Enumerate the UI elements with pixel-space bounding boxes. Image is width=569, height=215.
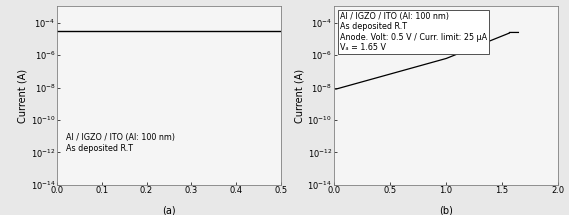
Text: Al / IGZO / ITO (Al: 100 nm)
As deposited R.T: Al / IGZO / ITO (Al: 100 nm) As deposite… xyxy=(66,133,175,153)
Text: (a): (a) xyxy=(162,206,176,215)
Y-axis label: Current (A): Current (A) xyxy=(18,69,28,123)
Text: (b): (b) xyxy=(439,206,452,215)
Text: Al / IGZO / ITO (Al: 100 nm)
As deposited R.T
Anode. Volt: 0.5 V / Curr. limit: : Al / IGZO / ITO (Al: 100 nm) As deposite… xyxy=(340,12,488,52)
Y-axis label: Current (A): Current (A) xyxy=(295,69,304,123)
